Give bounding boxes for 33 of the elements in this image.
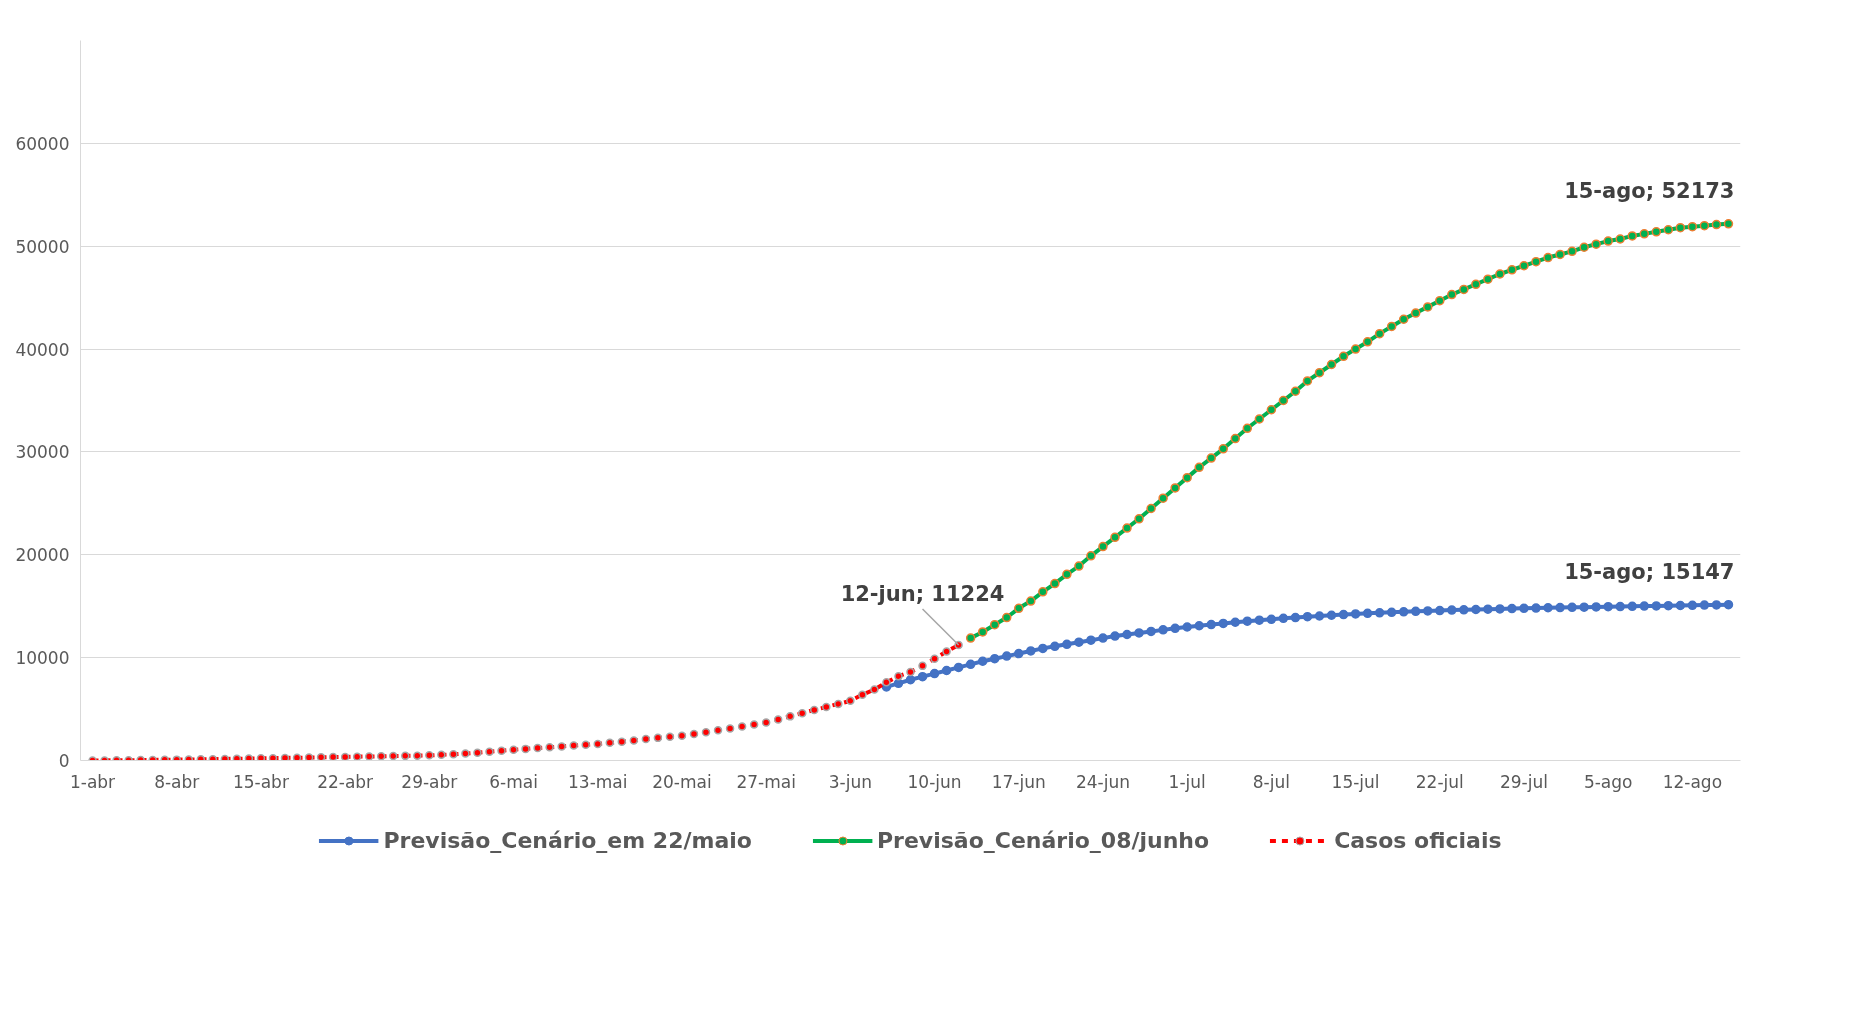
y-tick-label: 60000 [15,133,70,154]
x-tick-label: 22-jul [1415,771,1464,792]
x-tick-label: 29-jul [1499,771,1548,792]
x-tick-label: 29-abr [401,771,458,792]
x-tick-label: 3-jun [828,771,872,792]
x-tick-label: 1-jul [1168,771,1206,792]
x-tick-label: 15-abr [232,771,289,792]
x-tick-label: 22-abr [317,771,374,792]
x-tick-label: 13-mai [568,771,628,792]
annotation: 12-jun; 11224 [840,581,1005,606]
annotation: 15-ago; 15147 [1564,560,1735,585]
x-tick-label: 10-jun [907,771,962,792]
x-tick-label: 6-mai [489,771,538,792]
y-tick-label: 0 [58,751,70,771]
x-tick-label: 8-abr [154,771,200,792]
y-tick-label: 20000 [15,545,70,566]
annotation: 15-ago; 52173 [1564,179,1735,204]
x-tick-label: 20-mai [652,771,712,792]
legend-label: Previsão_Cenário_em 22/maio [383,827,752,853]
legend-label: Casos oficiais [1334,827,1502,853]
x-tick-label: 15-jul [1331,771,1380,792]
y-tick-label: 50000 [15,236,70,257]
x-tick-label: 12-ago [1662,771,1723,792]
x-tick-label: 8-jul [1252,771,1290,792]
x-tick-label: 1-abr [69,771,116,792]
x-tick-label: 27-mai [736,771,796,792]
y-tick-label: 10000 [15,648,70,669]
legend-label: Previsão_Cenário_08/junho [876,827,1210,853]
y-tick-label: 40000 [15,339,70,360]
x-tick-label: 24-jun [1075,771,1130,792]
x-tick-label: 17-jun [991,771,1046,792]
y-tick-label: 30000 [15,442,70,463]
x-tick-label: 5-ago [1583,771,1633,792]
